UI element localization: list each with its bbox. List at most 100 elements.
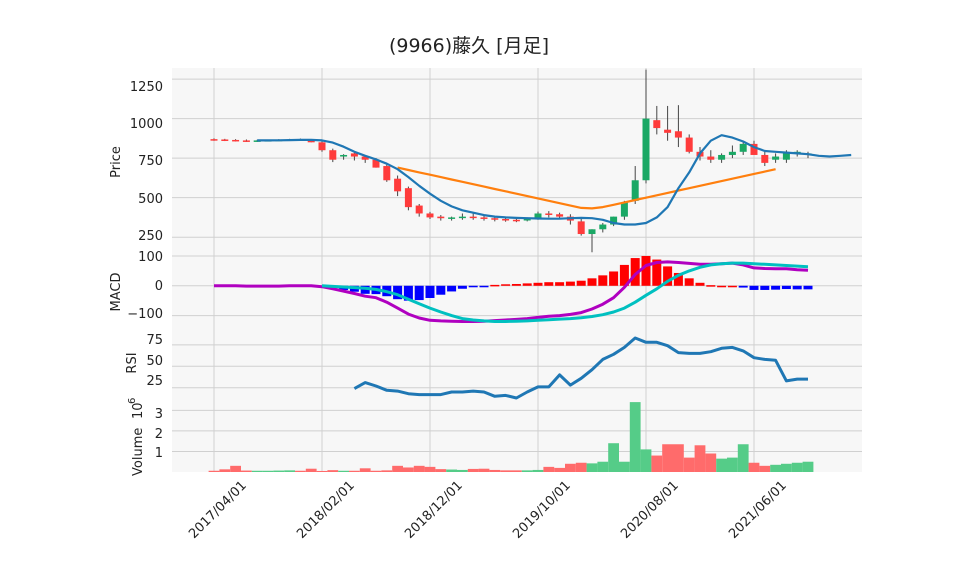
candle-body — [318, 142, 326, 151]
volume-bar — [532, 469, 544, 472]
x-tick-label: 2021/06/01 — [726, 478, 790, 542]
candle-body — [307, 139, 315, 143]
macd-histogram-bar — [727, 285, 737, 288]
price-tick-label: 1000 — [130, 117, 163, 132]
price-tick-label: 250 — [138, 229, 163, 244]
macd-histogram-bar — [436, 285, 446, 295]
candle-body — [437, 216, 445, 219]
volume-axis-title: Volume — [131, 428, 146, 476]
macd-histogram-bar — [414, 285, 424, 301]
volume-bar — [403, 467, 414, 472]
volume-bar — [694, 445, 706, 472]
candle-body — [383, 166, 391, 181]
volume-bar — [554, 467, 565, 472]
candle-body — [750, 143, 758, 155]
price-y-ticks: 1250 1000 750 500 250 — [130, 80, 163, 244]
macd-histogram-bar — [522, 283, 532, 286]
volume-bar — [791, 462, 803, 472]
macd-histogram-bar — [533, 282, 543, 286]
candle-body — [610, 216, 618, 225]
x-tick-label: 2017/04/01 — [186, 478, 250, 542]
price-tick-label: 500 — [138, 192, 163, 207]
price-tick-label: 750 — [138, 154, 163, 169]
macd-histogram-bar — [457, 285, 467, 289]
volume-bar — [770, 464, 781, 472]
volume-bar — [543, 466, 555, 472]
macd-histogram-bar — [501, 284, 511, 286]
volume-bar — [511, 470, 522, 472]
volume-bar — [521, 470, 533, 472]
volume-bar — [565, 463, 576, 472]
volume-bar — [208, 470, 220, 472]
volume-bar — [608, 443, 619, 472]
candle-body — [653, 120, 661, 129]
candle-body — [523, 219, 531, 221]
candle-body — [232, 139, 240, 142]
rsi-y-ticks: 75 50 25 — [146, 333, 163, 389]
candle-body — [577, 221, 585, 235]
volume-bar — [327, 470, 339, 472]
macd-histogram-bar — [749, 285, 759, 290]
macd-histogram-bar — [544, 282, 554, 286]
rsi-tick-label: 25 — [146, 374, 163, 389]
x-tick-label: 2018/12/01 — [402, 478, 466, 542]
candle-body — [772, 156, 780, 160]
volume-bar — [619, 461, 630, 472]
rsi-series — [353, 336, 808, 400]
volume-bar — [737, 444, 749, 472]
volume-bar — [295, 470, 306, 472]
volume-bar — [241, 470, 252, 472]
volume-y-ticks: 3 2 1 — [155, 407, 163, 461]
macd-histogram-bar — [760, 285, 770, 290]
volume-bar — [716, 458, 727, 472]
volume-tick-label: 2 — [155, 427, 163, 442]
macd-histogram-bar — [511, 283, 521, 286]
candle-body — [329, 150, 337, 160]
candle-body — [480, 217, 488, 219]
volume-bar — [802, 461, 814, 472]
candle-body — [210, 139, 218, 141]
macd-histogram-bar — [555, 282, 565, 286]
candle-body — [642, 118, 650, 181]
candle-body — [404, 188, 412, 208]
macd-histogram-bar — [598, 275, 608, 286]
volume-bar — [727, 457, 738, 472]
candle-body — [782, 153, 790, 160]
macd-series — [214, 255, 813, 323]
macd-histogram-bar — [663, 266, 673, 286]
candle-body — [534, 213, 542, 219]
macd-histogram-bar — [717, 285, 727, 288]
macd-histogram-bar — [447, 285, 457, 292]
volume-axis-exponent-sup: 6 — [127, 398, 138, 404]
candle-body — [340, 154, 348, 157]
volume-axis-label: Volume 10 6 — [127, 398, 146, 476]
macd-histogram-bar — [695, 282, 705, 286]
volume-bar — [597, 461, 609, 472]
macd-histogram-bar — [652, 259, 662, 286]
candle-body — [588, 229, 596, 235]
volume-series — [208, 402, 814, 472]
sma-short-line — [257, 134, 852, 226]
volume-bar — [349, 470, 360, 472]
candle-body — [372, 159, 380, 168]
macd-histogram-bar — [468, 285, 478, 288]
candle-body — [221, 139, 229, 141]
rsi-panel — [172, 326, 862, 398]
rsi-axis-label: RSI — [125, 352, 140, 373]
macd-histogram-bar — [630, 258, 640, 286]
macd-histogram-bar — [490, 284, 500, 287]
chart-title: (9966)藤久 [月足] — [389, 35, 549, 57]
volume-bar — [435, 469, 447, 472]
macd-histogram-bar — [425, 285, 435, 298]
candle-body — [491, 218, 499, 220]
macd-histogram-bar — [792, 285, 802, 290]
volume-bar — [370, 470, 382, 472]
grid-lines — [172, 68, 862, 472]
candle-body — [674, 131, 682, 138]
candle-body — [361, 156, 369, 160]
candle-body — [685, 137, 693, 152]
volume-bar — [262, 470, 274, 472]
sma-long-line — [397, 166, 776, 210]
candle-body — [761, 154, 769, 163]
